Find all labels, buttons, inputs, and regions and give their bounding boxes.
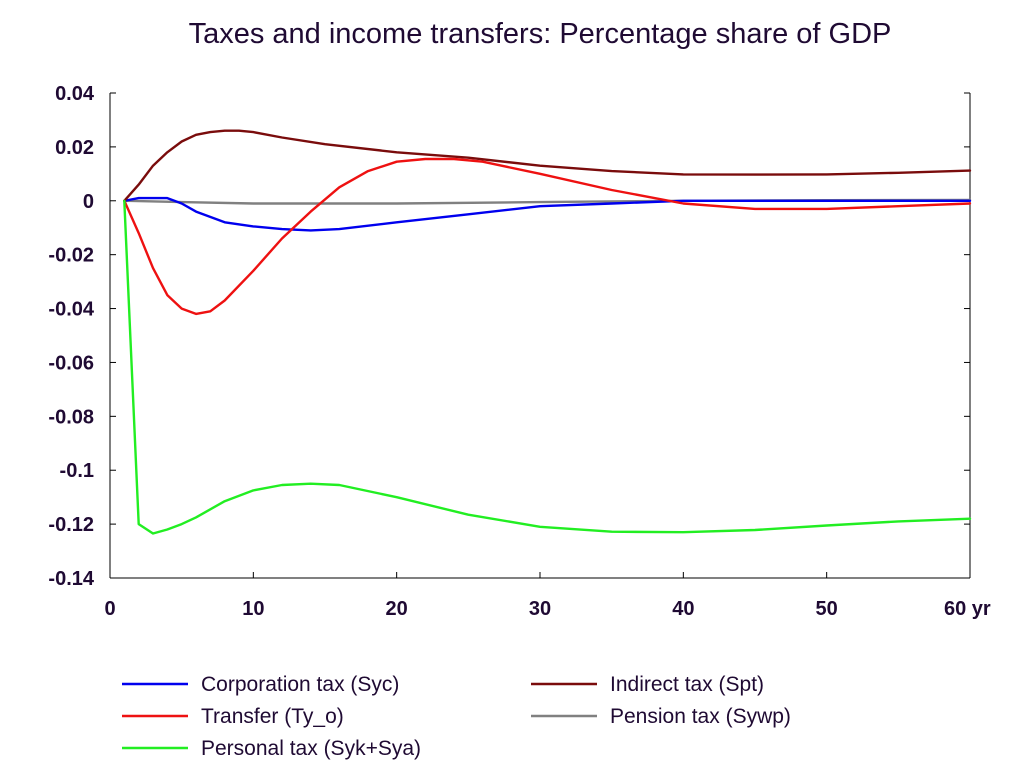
series-line bbox=[123, 157, 972, 316]
series-line bbox=[123, 129, 972, 202]
x-tick-label: 20 bbox=[386, 598, 408, 620]
series-lines bbox=[123, 129, 972, 535]
y-tick-label: 0.02 bbox=[55, 137, 94, 159]
series-line bbox=[123, 199, 972, 535]
legend-label: Indirect tax (Spt) bbox=[610, 673, 764, 696]
legend: Corporation tax (Syc) Indirect tax (Spt) T… bbox=[122, 673, 791, 760]
axes: 0.04 0.02 0 -0.02 -0.04 -0.06 -0.08 -0.1 -0.12 -0… bbox=[48, 83, 991, 620]
x-tick-label: 30 bbox=[529, 598, 551, 620]
y-tick-label: -0.12 bbox=[48, 514, 94, 536]
legend-label: Pension tax (Sywp) bbox=[610, 705, 791, 728]
legend-label: Corporation tax (Syc) bbox=[201, 673, 399, 696]
y-tick-label: -0.1 bbox=[60, 460, 94, 482]
y-tick-label: -0.06 bbox=[48, 352, 94, 374]
x-tick-label: 60 yr bbox=[944, 598, 991, 620]
y-tick-label: -0.04 bbox=[48, 299, 94, 321]
x-tick-label: 0 bbox=[104, 598, 115, 620]
y-tick-label: -0.14 bbox=[48, 568, 94, 590]
y-tick-label: -0.02 bbox=[48, 245, 94, 267]
y-tick-label: 0.04 bbox=[55, 83, 95, 105]
series-line bbox=[123, 196, 972, 232]
x-tick-label: 40 bbox=[672, 598, 694, 620]
y-tick-label: -0.08 bbox=[48, 406, 94, 428]
y-tick-label: 0 bbox=[83, 191, 94, 213]
x-tick-label: 50 bbox=[816, 598, 838, 620]
legend-label: Personal tax (Syk+Sya) bbox=[201, 737, 421, 760]
x-tick-label: 10 bbox=[242, 598, 264, 620]
chart-title: Taxes and income transfers: Percentage s… bbox=[188, 18, 892, 50]
legend-label: Transfer (Ty_o) bbox=[201, 705, 344, 728]
